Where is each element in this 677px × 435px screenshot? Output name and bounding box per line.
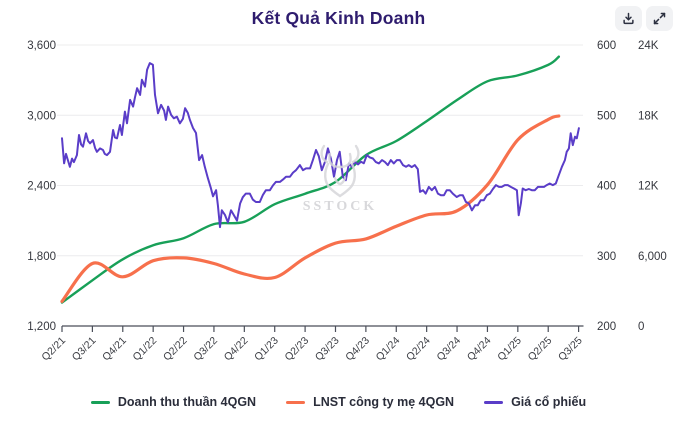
x-axis-tick-label: Q3/24 xyxy=(434,335,463,364)
y-axis-label-stock: 24K xyxy=(638,40,659,52)
expand-button[interactable] xyxy=(646,6,673,31)
chart-toolbar xyxy=(615,6,673,31)
y-axis-label-left: 1,800 xyxy=(27,251,56,263)
profit-line-swatch xyxy=(286,400,306,404)
x-axis-tick-label: Q3/25 xyxy=(556,335,585,364)
x-axis-tick-label: Q4/23 xyxy=(343,335,372,364)
x-axis-tick-label: Q4/24 xyxy=(465,335,494,364)
y-axis-label-left: 2,400 xyxy=(27,181,56,193)
chart-legend: Doanh thu thuần 4QGN LNST công ty mẹ 4QG… xyxy=(0,395,677,409)
y-axis-label-stock: 18K xyxy=(638,110,659,122)
y-axis-label-left: 3,000 xyxy=(27,110,56,122)
y-axis-label-price: 600 xyxy=(597,40,616,52)
y-axis-label-price: 400 xyxy=(597,181,616,193)
x-axis-tick-label: Q3/21 xyxy=(70,335,99,364)
legend-label: Doanh thu thuần 4QGN xyxy=(117,395,257,409)
y-axis-label-left: 3,600 xyxy=(27,40,56,52)
download-icon xyxy=(621,11,636,26)
y-axis-label-stock: 0 xyxy=(638,321,644,333)
x-axis-tick-label: Q1/24 xyxy=(374,335,403,364)
stock-price-line-swatch xyxy=(484,400,504,404)
page-title: Kết Quả Kinh Doanh xyxy=(251,8,426,28)
line-chart: 3,600 600 24K 3,000 500 18K 2,400 400 12K 1,800 30… xyxy=(27,40,667,364)
y-axis-label-stock: 6,000 xyxy=(638,251,667,263)
x-axis-tick-label: Q1/25 xyxy=(495,335,524,364)
x-axis-tick-label: Q4/22 xyxy=(222,335,251,364)
series-line-1 xyxy=(60,114,561,304)
y-axis-label-price: 300 xyxy=(597,251,616,263)
y-axis-label-price: 500 xyxy=(597,110,616,122)
download-button[interactable] xyxy=(615,6,642,31)
y-axis-label-stock: 12K xyxy=(638,181,659,193)
legend-item-profit[interactable]: LNST công ty mẹ 4QGN xyxy=(286,395,454,409)
expand-icon xyxy=(652,11,667,26)
series-line-0 xyxy=(60,55,560,304)
x-axis-tick-label: Q2/24 xyxy=(404,335,433,364)
x-axis-tick-label: Q2/25 xyxy=(526,335,555,364)
legend-label: Giá cổ phiếu xyxy=(511,395,587,409)
series-line-2 xyxy=(61,62,580,229)
x-axis-tick-label: Q2/22 xyxy=(161,335,190,364)
x-axis-tick-label: Q3/23 xyxy=(313,335,342,364)
legend-item-stock-price[interactable]: Giá cổ phiếu xyxy=(484,395,586,409)
revenue-line-swatch xyxy=(90,400,110,404)
y-axis-label-price: 200 xyxy=(597,321,616,333)
x-axis-tick-label: Q2/23 xyxy=(283,335,312,364)
y-axis-label-left: 1,200 xyxy=(27,321,56,333)
legend-item-revenue[interactable]: Doanh thu thuần 4QGN xyxy=(90,395,257,409)
legend-label: LNST công ty mẹ 4QGN xyxy=(313,395,455,409)
x-axis-tick-label: Q1/22 xyxy=(131,335,160,364)
x-axis-tick-label: Q4/21 xyxy=(100,335,129,364)
x-axis-tick-label: Q1/23 xyxy=(252,335,281,364)
x-axis-tick-label: Q2/21 xyxy=(39,335,68,364)
x-axis-tick-label: Q3/22 xyxy=(191,335,220,364)
